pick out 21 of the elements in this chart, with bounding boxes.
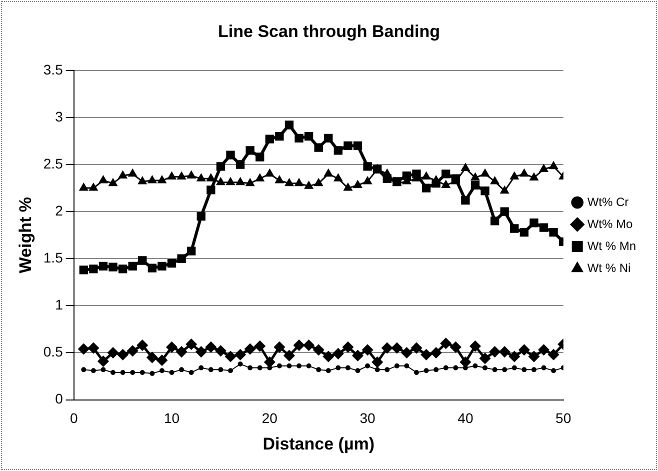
x-tick-label: 10 [164,410,180,426]
y-tick-label: 2.5 [43,155,64,172]
y-tick-label: 0.5 [43,344,64,360]
y-tick-label: 1 [55,296,64,313]
legend-label: Wt% Cr [587,194,629,209]
y-tick-label: 3 [55,108,64,124]
x-tick-label: 0 [70,410,78,426]
y-tick-label: 2 [55,202,64,218]
y-tick-label: 3.5 [43,61,64,78]
chart-title: Line Scan through Banding [218,22,440,41]
legend-label: Wt % Mn [587,238,636,253]
x-tick-label: 30 [360,410,376,426]
y-tick-label: 0 [55,390,64,407]
legend-label: Wt% Mo [587,216,633,231]
y-tick-label: 1.5 [43,249,64,266]
legend-label: Wt % Ni [587,260,631,275]
x-tick-label: 50 [556,410,572,426]
x-tick-label: 40 [458,410,474,426]
x-tick-label: 20 [262,410,278,426]
y-axis-title: Weight % [16,197,35,274]
x-axis-title: Distance (µm) [262,434,375,454]
